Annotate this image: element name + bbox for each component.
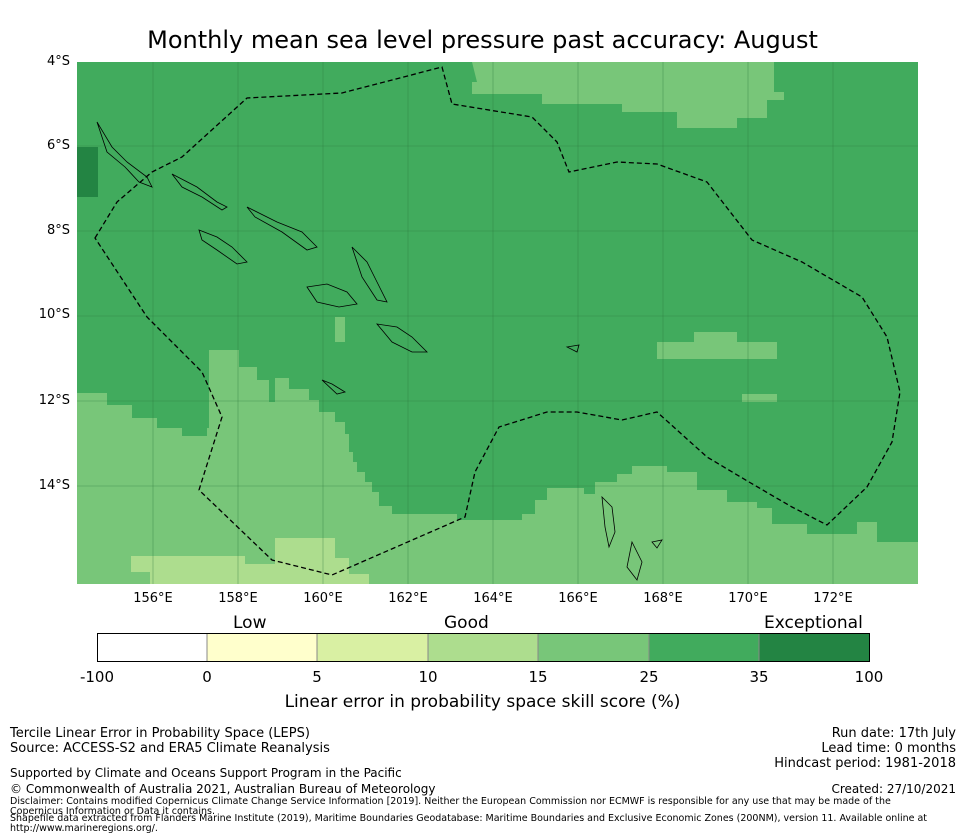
map-gridlines bbox=[77, 62, 918, 584]
lon-label: 156°E bbox=[133, 591, 173, 606]
lon-label: 168°E bbox=[643, 591, 683, 606]
lat-label: 4°S bbox=[46, 54, 70, 69]
lead-time: Lead time: 0 months bbox=[821, 741, 956, 756]
lon-label: 170°E bbox=[728, 591, 768, 606]
hindcast-period: Hindcast period: 1981-2018 bbox=[774, 756, 956, 771]
colorbar-tick: 0 bbox=[202, 668, 212, 686]
lat-label: 12°S bbox=[38, 393, 70, 408]
shapefile-credit: Shapefile data extracted from Flanders M… bbox=[10, 813, 928, 834]
created-date: Created: 27/10/2021 bbox=[831, 782, 956, 796]
method-text: Tercile Linear Error in Probability Spac… bbox=[10, 726, 310, 741]
colorbar-segment bbox=[207, 633, 317, 662]
lon-label: 172°E bbox=[813, 591, 853, 606]
category-low: Low bbox=[233, 613, 267, 633]
colorbar-segment bbox=[317, 633, 428, 662]
lat-label: 14°S bbox=[38, 478, 70, 493]
colorbar-tick: 5 bbox=[312, 668, 322, 686]
colorbar-tick: 35 bbox=[749, 668, 769, 686]
coastlines bbox=[96, 121, 663, 581]
lon-label: 160°E bbox=[303, 591, 343, 606]
support-text: Supported by Climate and Oceans Support … bbox=[10, 766, 402, 780]
lon-label: 166°E bbox=[558, 591, 598, 606]
colorbar-label: Linear error in probability space skill … bbox=[284, 692, 681, 712]
colorbar-segment bbox=[649, 633, 759, 662]
lat-label: 10°S bbox=[38, 307, 70, 322]
skill-map bbox=[77, 62, 918, 584]
copyright-text: © Commonwealth of Australia 2021, Austra… bbox=[10, 782, 436, 796]
disclaimer-text: Disclaimer: Contains modified Copernicus… bbox=[10, 796, 891, 817]
moderate-skill-region-north bbox=[472, 62, 784, 128]
category-good: Good bbox=[444, 613, 489, 633]
colorbar-tick: 15 bbox=[528, 668, 548, 686]
category-exceptional: Exceptional bbox=[764, 613, 863, 633]
colorbar-segment bbox=[97, 633, 207, 662]
lon-label: 162°E bbox=[388, 591, 428, 606]
moderate-skill-region-south bbox=[77, 350, 918, 584]
colorbar-segment bbox=[759, 633, 869, 662]
colorbar bbox=[97, 633, 870, 662]
colorbar-segment bbox=[428, 633, 538, 662]
colorbar-segment bbox=[538, 633, 649, 662]
high-skill-region bbox=[77, 147, 98, 197]
colorbar-tick: 100 bbox=[854, 668, 884, 686]
run-date: Run date: 17th July bbox=[831, 726, 956, 741]
source-text: Source: ACCESS-S2 and ERA5 Climate Reana… bbox=[10, 741, 330, 756]
lat-label: 6°S bbox=[46, 138, 70, 153]
eez-boundary bbox=[94, 66, 901, 576]
colorbar-tick: 10 bbox=[418, 668, 438, 686]
lat-label: 8°S bbox=[46, 223, 70, 238]
colorbar-tick: 25 bbox=[639, 668, 659, 686]
lon-label: 158°E bbox=[218, 591, 258, 606]
lon-label: 164°E bbox=[473, 591, 513, 606]
low-skill-region bbox=[131, 538, 369, 584]
map-title: Monthly mean sea level pressure past acc… bbox=[147, 26, 818, 54]
colorbar-tick: -100 bbox=[79, 668, 115, 686]
